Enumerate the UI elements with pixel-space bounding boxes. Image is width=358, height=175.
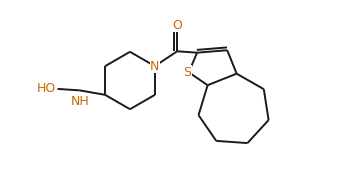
Text: O: O (172, 19, 182, 32)
Text: HO: HO (37, 82, 56, 95)
Text: S: S (183, 66, 191, 79)
Text: N: N (150, 60, 160, 73)
Text: NH: NH (71, 94, 89, 108)
